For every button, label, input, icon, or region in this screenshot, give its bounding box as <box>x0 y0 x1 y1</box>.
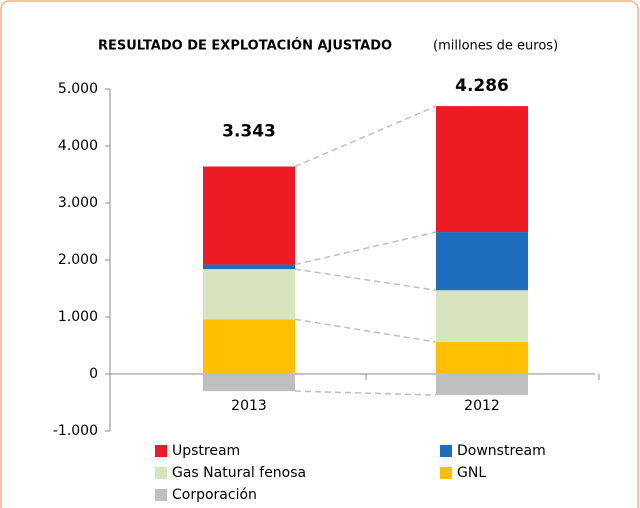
connector <box>294 390 437 396</box>
chart-title: RESULTADO DE EXPLOTACIÓN AJUSTADO <box>98 38 392 54</box>
y-tick-label: 0 <box>89 366 98 382</box>
y-tick-label: 1.000 <box>58 309 98 325</box>
y-tick-label: 2.000 <box>58 252 98 268</box>
legend-label: Gas Natural fenosa <box>172 465 306 481</box>
y-tick-label: 4.000 <box>58 138 98 154</box>
bar-segment <box>436 342 528 374</box>
bar-segment <box>436 106 528 233</box>
bar-segment <box>203 374 295 392</box>
legend-label: Corporación <box>172 487 257 503</box>
legend-swatch <box>440 445 452 457</box>
legend-swatch <box>155 467 167 479</box>
bar-segment <box>436 232 528 291</box>
legend-label: Downstream <box>457 443 546 459</box>
bar-segment <box>203 269 295 320</box>
legend-swatch <box>155 489 167 501</box>
legend-swatch <box>155 445 167 457</box>
legend-label: GNL <box>457 465 486 481</box>
y-tick-label: -1.000 <box>53 423 98 439</box>
bar-segment <box>436 374 528 396</box>
chart-subtitle: (millones de euros) <box>433 39 558 54</box>
total-label: 3.343 <box>222 122 276 142</box>
bar-segment <box>203 319 295 374</box>
total-label: 4.286 <box>455 76 509 96</box>
legend-swatch <box>440 467 452 479</box>
bar-segment <box>436 290 528 343</box>
connector <box>294 318 437 343</box>
connector <box>294 268 437 291</box>
bar-segment <box>203 166 295 265</box>
connector <box>294 231 437 266</box>
y-tick-label: 3.000 <box>58 195 98 211</box>
x-tick-label: 2013 <box>231 398 267 414</box>
legend-label: Upstream <box>172 443 240 459</box>
connector <box>294 105 437 168</box>
x-tick-label: 2012 <box>464 398 500 414</box>
bar-segment <box>203 264 295 270</box>
y-tick-label: 5.000 <box>58 81 98 97</box>
